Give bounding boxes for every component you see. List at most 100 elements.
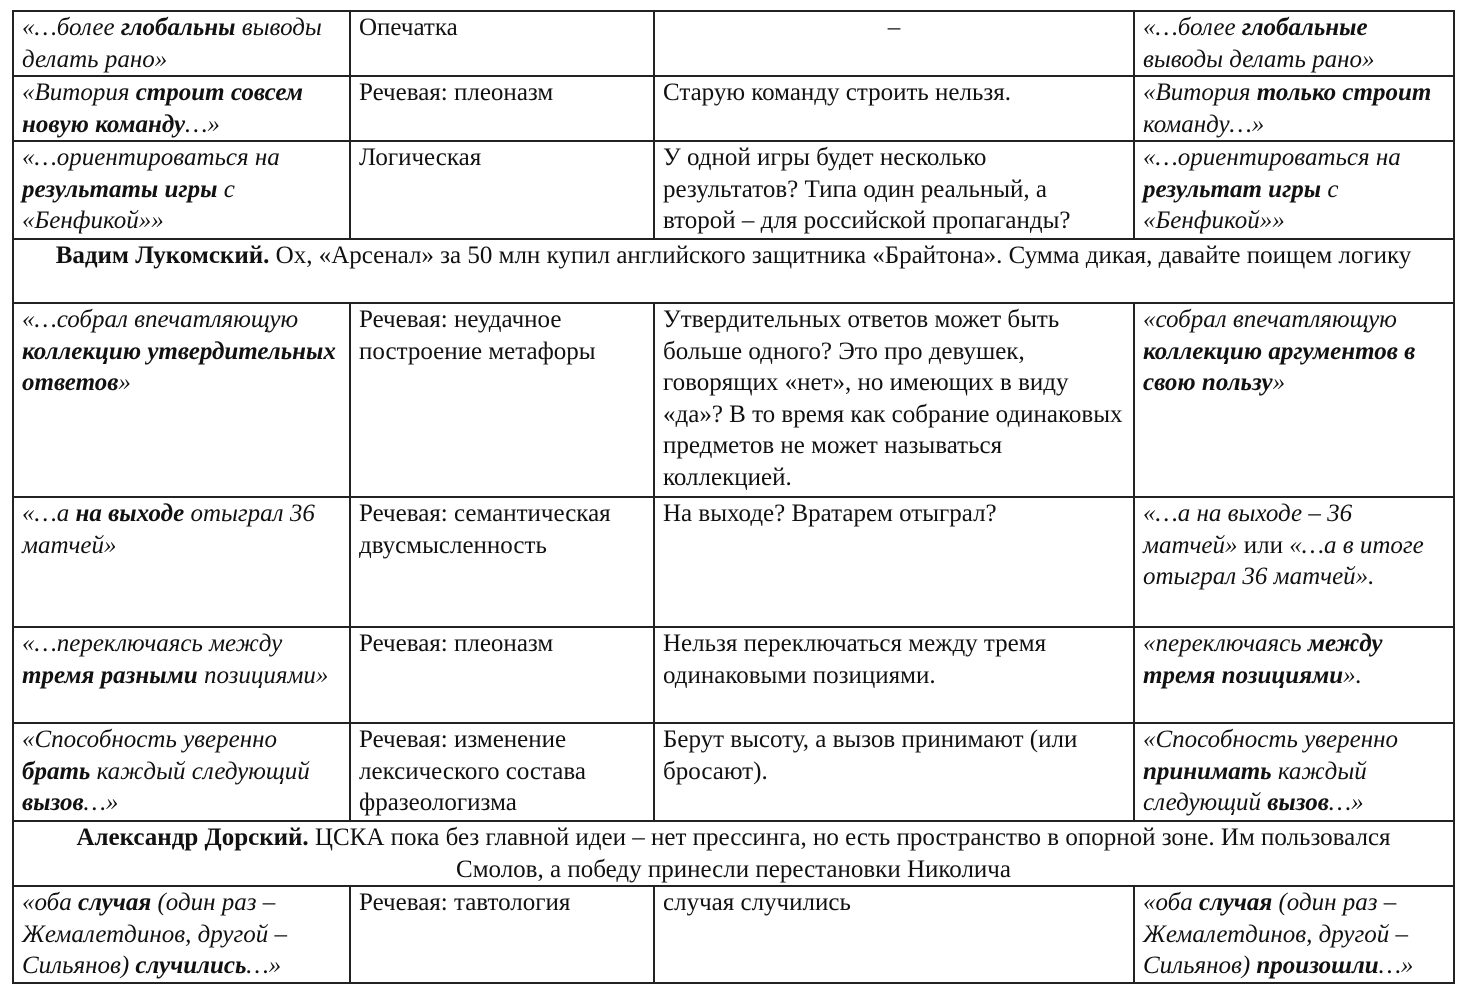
corrected-quote-cell: «…более глобальные выводы делать рано» (1133, 10, 1455, 77)
original-quote-cell: «…собрал впечатляющую коллекцию утвердит… (12, 302, 351, 498)
bold-text: коллекцию утвердительных ответов (22, 337, 336, 397)
text: Речевая: плеоназм (359, 79, 554, 106)
section-heading-cell: Вадим Лукомский. Ох, «Арсенал» за 50 млн… (12, 238, 1455, 304)
bold-text: случая (1199, 889, 1273, 916)
text: «…собрал впечатляющую (22, 306, 299, 333)
error-analysis-table: «…более глобальны выводы делать рано» Опе… (12, 10, 1455, 984)
text: «…более (1143, 14, 1242, 41)
bold-text: случая (78, 889, 152, 916)
error-type-cell: Речевая: изменение лексического состава … (349, 722, 655, 822)
corrected-quote-cell: «переключаясь между тремя позициями». (1133, 626, 1455, 724)
bold-text: глобальные (1241, 14, 1368, 41)
text: «…а на выходе – 36 матчей» (1143, 500, 1353, 559)
text: Старую команду строить нельзя. (663, 79, 1012, 106)
bold-text: строит совсем новую команду (22, 79, 304, 138)
original-quote-cell: «…ориентироваться на результаты игры с «… (12, 140, 351, 240)
text: «оба (1143, 889, 1199, 916)
bold-text: коллекцию аргументов в свою пользу (1143, 337, 1416, 397)
text: Опечатка (359, 14, 458, 41)
comment-cell: – (653, 10, 1135, 77)
comment-cell: Утвердительных ответов может быть больше… (653, 302, 1135, 498)
text: выводы делать рано» (22, 14, 322, 73)
bold-text: только строит (1256, 79, 1432, 106)
bold-text: на выходе (75, 500, 185, 527)
text: Берут высоту, а вызов принимают (или бро… (663, 726, 1078, 785)
corrected-quote-cell: «…а на выходе – 36 матчей» или «…а в ито… (1133, 496, 1455, 628)
text: (один раз – Жемалетдинов, другой – Силья… (22, 889, 287, 979)
text: …» (185, 110, 220, 138)
error-type-cell: Речевая: тавтология (349, 885, 655, 984)
table-row: «Способность уверенно брать каждый следу… (12, 722, 1455, 822)
table-row: «оба случая (один раз – Жемалетдинов, др… (12, 885, 1455, 984)
text: У одной игры будет несколько результатов… (663, 144, 1071, 234)
text: …» (83, 789, 119, 816)
original-quote-cell: «оба случая (один раз – Жемалетдинов, др… (12, 885, 351, 984)
text: …» (246, 952, 282, 979)
text: с «Бенфикой»» (1143, 175, 1339, 235)
original-quote-cell: «Витория строит совсем новую команду…» (12, 75, 351, 142)
text: …» (1378, 952, 1414, 979)
text: Утвердительных ответов может быть больше… (663, 306, 1123, 491)
bold-text: произошли (1256, 952, 1379, 979)
corrected-quote-cell: «Витория только строит команду…» (1133, 75, 1455, 142)
text: – (887, 14, 901, 41)
text: Логическая (359, 144, 482, 171)
text: или (1237, 531, 1290, 559)
text: Ох, «Арсенал» за 50 млн купил английског… (269, 242, 1412, 269)
bold-text: брать (22, 757, 91, 785)
table-row: «…собрал впечатляющую коллекцию утвердит… (12, 302, 1455, 498)
original-quote-cell: «Способность уверенно брать каждый следу… (12, 722, 351, 822)
original-quote-cell: «…переключаясь между тремя разными позиц… (12, 626, 351, 724)
corrected-quote-cell: «оба случая (один раз – Жемалетдинов, др… (1133, 885, 1455, 984)
bold-text: вызов (22, 789, 84, 816)
text: Речевая: семантическая двусмысленность (359, 500, 611, 559)
text: случая случились (663, 889, 851, 916)
text: «оба (22, 889, 78, 916)
bold-text: случились (135, 952, 247, 979)
original-quote-cell: «…более глобальны выводы делать рано» (12, 10, 351, 77)
comment-cell: У одной игры будет несколько результатов… (653, 140, 1135, 240)
bold-text: вызов (1267, 789, 1329, 816)
error-type-cell: Речевая: неудачное построение метафоры (349, 302, 655, 498)
section-heading-cell: Александр Дорский. ЦСКА пока без главной… (12, 820, 1455, 887)
text: Речевая: неудачное построение метафоры (359, 306, 596, 365)
corrected-quote-cell: «Способность уверенно принимать каждый с… (1133, 722, 1455, 822)
text: (один раз – Жемалетдинов, другой – Силья… (1143, 889, 1408, 979)
text: Речевая: тавтология (359, 889, 571, 916)
text: «собрал впечатляющую (1143, 306, 1397, 333)
original-quote-cell: «…а на выходе отыграл 36 матчей» (12, 496, 351, 628)
section-heading-row: Александр Дорский. ЦСКА пока без главной… (12, 820, 1455, 887)
text: «…ориентироваться на (1143, 144, 1401, 171)
error-type-cell: Опечатка (349, 10, 655, 77)
corrected-quote-cell: «…ориентироваться на результат игры с «Б… (1133, 140, 1455, 240)
text: «Способность уверенно (1143, 726, 1399, 753)
text: Нельзя переключаться между тремя одинако… (663, 630, 1047, 689)
text: » (118, 369, 131, 396)
text: позициями» (197, 661, 329, 689)
table-row: «Витория строит совсем новую команду…» Ре… (12, 75, 1455, 142)
text: отыграл 36 матчей» (22, 500, 315, 559)
bold-text: результаты игры (22, 175, 218, 203)
text: каждый следующий (1143, 757, 1367, 817)
text: с «Бенфикой»» (22, 175, 235, 235)
text: выводы делать рано» (1143, 45, 1375, 73)
text: На выходе? Вратарем отыграл? (663, 500, 997, 527)
bold-text: Вадим Лукомский. (55, 242, 270, 269)
text: «…а в итоге отыграл 36 матчей». (1143, 531, 1424, 591)
text: «…более (22, 14, 121, 41)
comment-cell: На выходе? Вратарем отыграл? (653, 496, 1135, 628)
table-row: «…более глобальны выводы делать рано» Опе… (12, 10, 1455, 77)
error-type-cell: Речевая: семантическая двусмысленность (349, 496, 655, 628)
bold-text: принимать (1143, 757, 1272, 785)
error-type-cell: Речевая: плеоназм (349, 75, 655, 142)
comment-cell: Берут высоту, а вызов принимают (или бро… (653, 722, 1135, 822)
text: «Способность уверенно (22, 726, 278, 753)
bold-text: между тремя позициями (1143, 630, 1383, 689)
bold-text: глобальны (120, 14, 236, 41)
text: ». (1343, 661, 1362, 689)
bold-text: тремя разными (22, 661, 198, 689)
text: «переключаясь (1143, 630, 1308, 657)
comment-cell: Нельзя переключаться между тремя одинако… (653, 626, 1135, 724)
table-row: «…ориентироваться на результаты игры с «… (12, 140, 1455, 240)
bold-text: Александр Дорский. (76, 824, 309, 851)
